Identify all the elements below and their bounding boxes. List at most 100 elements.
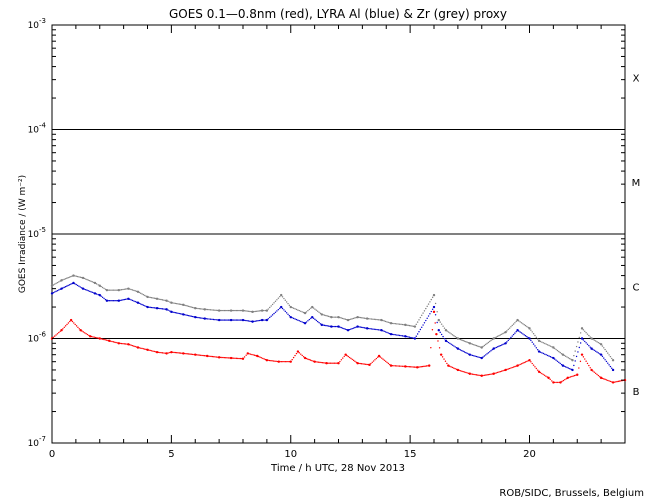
trace-dot [539,340,542,343]
data-point [504,330,507,334]
trace-dot [459,370,462,372]
trace-dot [500,370,503,372]
trace-dot [200,308,202,310]
trace-dot [195,307,198,310]
trace-dot [515,330,517,333]
data-point [117,342,121,345]
trace-dot [485,343,487,346]
trace-dot [305,357,308,360]
trace-dot [471,354,474,357]
trace-dot [341,327,344,329]
trace-dot [114,289,116,291]
trace-dot [187,314,190,317]
trace-dot [487,341,490,344]
trace-dot [279,360,281,363]
trace-dot [416,321,419,323]
trace-dot [482,345,484,348]
y-tick-label: 10-4 [28,122,47,136]
trace-dot [352,327,355,329]
trace-dot [257,310,259,312]
trace-dot [522,333,524,335]
trace-dot [487,373,490,376]
trace-dot [177,303,179,305]
trace-dot [391,365,394,367]
trace-dot [555,381,557,384]
data-point [251,310,254,314]
trace-dot [246,320,248,322]
trace-dot [262,357,264,360]
trace-dot [319,361,321,364]
trace-dot [288,304,291,307]
trace-dot [387,332,389,334]
trace-dot [546,354,549,357]
trace-dot [159,298,161,301]
trace-dot [294,354,296,357]
trace-dot [83,288,86,290]
trace-dot [274,360,276,362]
trace-dot [129,288,131,290]
trace-dot [223,309,226,312]
trace-dot [281,307,284,310]
trace-dot [359,316,362,319]
trace-dot [463,340,466,342]
trace-dot [486,374,488,376]
trace-dot [63,286,65,289]
data-point [89,335,92,338]
trace-dot [339,326,341,328]
trace-dot [221,309,223,312]
trace-dot [333,362,336,364]
trace-dot [569,376,572,378]
data-point [559,381,562,384]
trace-dot [522,362,524,364]
trace-dot [149,306,151,309]
data-point [537,350,541,353]
trace-dot [243,356,246,358]
data-point [136,290,140,293]
trace-dot [300,310,302,312]
trace-dot [111,340,113,343]
trace-dot [498,345,500,347]
trace-dot [161,299,164,301]
trace-dot [301,311,303,313]
trace-dot [253,354,256,356]
trace-dot [82,331,85,333]
trace-dot [401,335,404,337]
trace-dot [123,298,126,301]
trace-dot [212,309,215,311]
trace-dot [223,356,226,359]
data-point [93,292,97,295]
trace-dot [423,310,426,312]
trace-dot [518,320,520,322]
trace-dot [227,357,230,359]
trace-dot [545,343,547,345]
trace-dot [56,289,59,292]
data-point [492,337,495,340]
trace-dot [438,347,441,349]
data-point [265,358,269,362]
trace-dot [157,298,160,300]
trace-dot [554,347,556,350]
trace-dot [363,317,366,319]
trace-dot [393,333,395,336]
flare-class-label: C [633,282,640,293]
trace-dot [167,352,169,354]
trace-dot [393,322,395,325]
trace-dot [252,354,254,356]
trace-dot [485,374,487,376]
trace-dot [173,302,175,304]
trace-dot [611,357,613,360]
data-point [547,376,550,380]
trace-dot [119,289,121,291]
trace-dot [489,351,491,353]
trace-dot [114,341,116,343]
trace-dot [462,339,464,342]
trace-dot [519,331,521,333]
trace-dot [418,331,420,333]
trace-dot [360,363,363,365]
trace-dot [248,353,250,355]
trace-dot [458,338,460,340]
trace-dot [450,333,452,335]
trace-dot [582,329,585,331]
trace-dot [246,310,248,312]
trace-dot [341,317,344,320]
